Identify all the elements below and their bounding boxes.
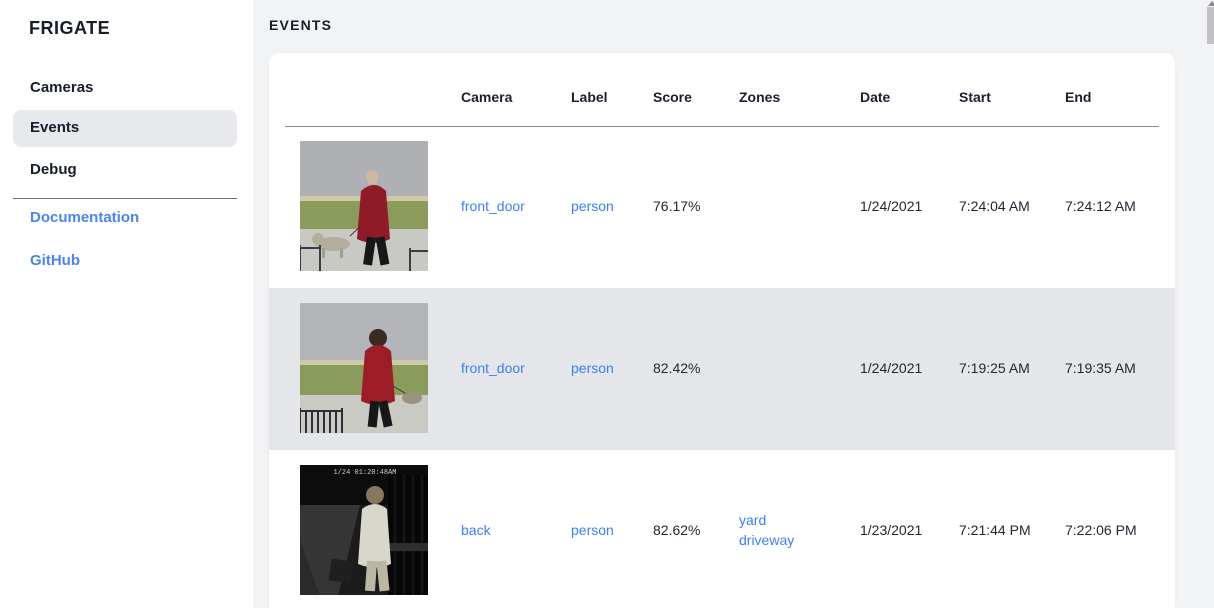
svg-text:1/24 01:20:48AM: 1/24 01:20:48AM [333,469,396,477]
